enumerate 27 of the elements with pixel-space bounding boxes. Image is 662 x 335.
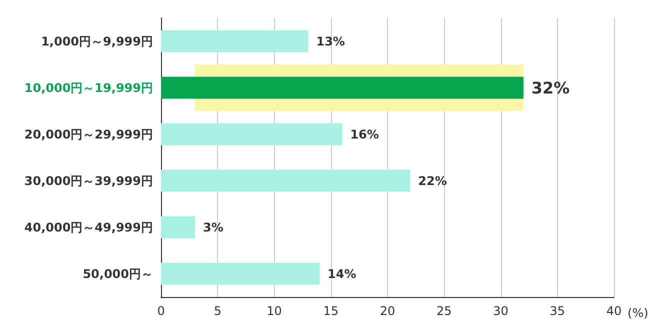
- data-label: 16%: [350, 127, 379, 142]
- y-tick-label: 20,000円～29,999円: [24, 127, 153, 142]
- bar: [161, 262, 320, 285]
- x-tick-label: 0: [157, 304, 165, 318]
- x-tick-label: 10: [266, 304, 282, 318]
- x-tick-label: 35: [550, 304, 566, 318]
- x-tick-label: 20: [380, 304, 396, 318]
- data-label: 22%: [418, 174, 447, 188]
- x-tick-label: 15: [323, 304, 339, 318]
- x-axis-title: (%): [628, 306, 648, 320]
- x-tick-label: 25: [436, 304, 452, 318]
- x-tick-label: 30: [493, 304, 508, 318]
- bar: [161, 30, 308, 52]
- data-label: 13%: [316, 34, 345, 48]
- x-tick-label: 40: [606, 304, 622, 318]
- y-tick-label: 40,000円～49,999円: [24, 220, 153, 234]
- data-label: 14%: [328, 266, 356, 281]
- data-label: 3%: [202, 220, 224, 234]
- y-tick-label: 10,000円～19,999円: [24, 80, 153, 95]
- x-tick-label: 5: [214, 304, 222, 318]
- y-tick-label: 50,000円～: [82, 266, 153, 281]
- y-tick-label: 1,000円～9,999円: [41, 34, 153, 48]
- bar: [161, 216, 195, 238]
- bar: [161, 123, 342, 146]
- data-label: 32%: [531, 78, 570, 98]
- bar: [161, 170, 410, 192]
- y-tick-label: 30,000円～39,999円: [24, 174, 153, 188]
